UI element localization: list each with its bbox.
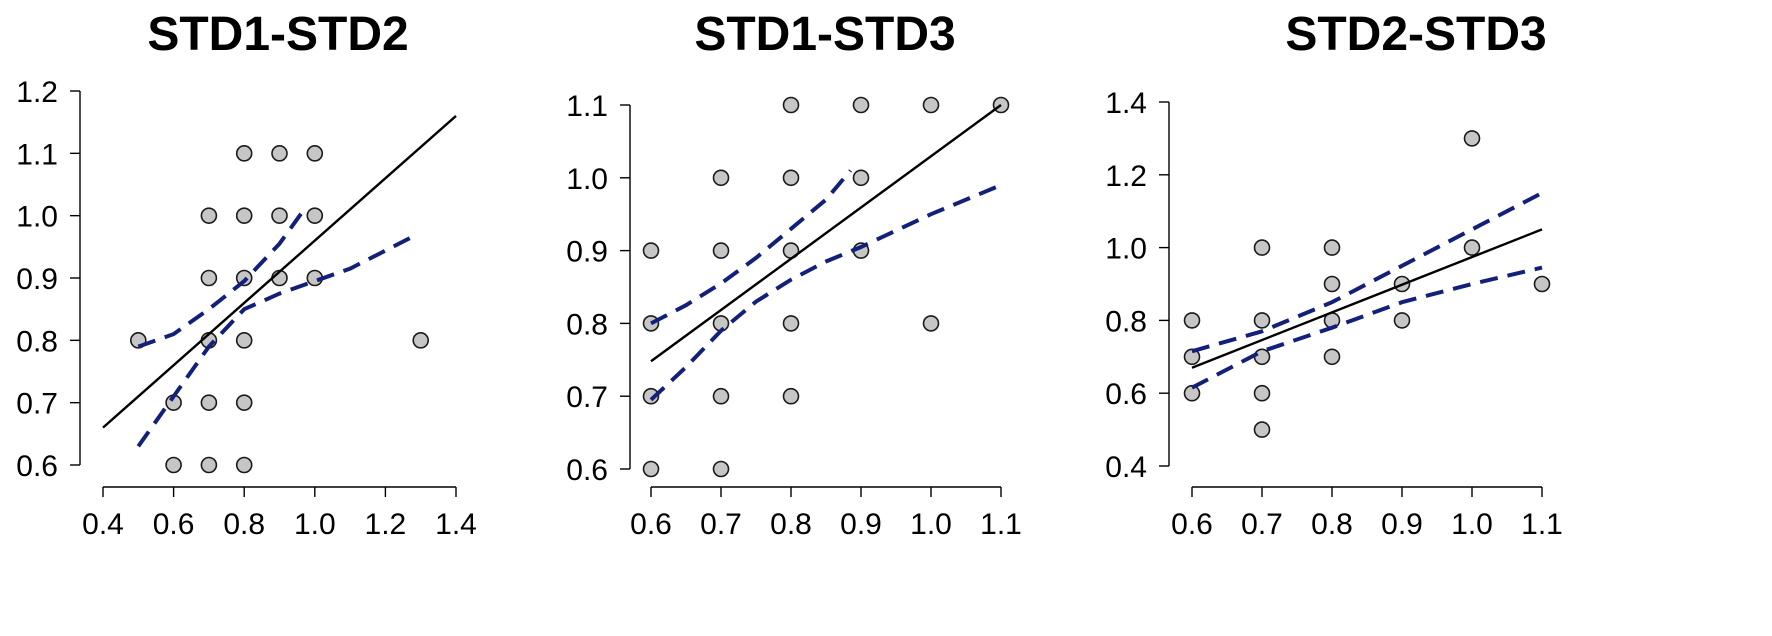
- panel-title: STD1-STD3: [694, 8, 955, 61]
- x-tick-label: 0.9: [1381, 508, 1423, 541]
- data-point: [235, 332, 253, 349]
- data-point: [1323, 348, 1341, 366]
- x-tick-label: 1.0: [294, 508, 336, 541]
- data-point: [782, 96, 800, 114]
- data-point: [1323, 239, 1341, 256]
- data-point: [200, 456, 218, 474]
- y-tick-label: 0.8: [16, 325, 58, 358]
- data-point: [235, 456, 253, 474]
- data-point: [922, 96, 940, 114]
- panel-std1-std3: STD1-STD3 0.6 0.7 0.8 0.9 1.0 1.1 0.6 0.7 0.8 0.9…: [566, 8, 1022, 541]
- data-point: [852, 96, 870, 114]
- data-point: [922, 315, 940, 332]
- regression-line: [102, 115, 457, 429]
- data-point: [782, 315, 800, 332]
- confidence-band-lower: [136, 232, 419, 448]
- confidence-band-lower: [649, 183, 1002, 402]
- data-point: [712, 169, 730, 187]
- data-point: [412, 332, 430, 349]
- panel-title: STD2-STD3: [1285, 8, 1546, 61]
- confidence-band-lower: [1191, 265, 1543, 390]
- data-point: [642, 387, 660, 405]
- x-tick-label: 0.6: [153, 508, 195, 541]
- y-tick-label: 0.6: [1105, 378, 1147, 411]
- data-point: [712, 460, 730, 478]
- x-tick-label: 0.4: [82, 508, 124, 541]
- data-point: [1323, 275, 1341, 293]
- x-tick-label: 0.7: [700, 508, 742, 541]
- y-tick-label: 0.8: [1105, 305, 1147, 338]
- data-point: [271, 207, 288, 224]
- y-tick-label: 0.9: [16, 263, 58, 296]
- data-point: [1533, 275, 1551, 293]
- data-point: [1253, 239, 1271, 256]
- panel-std1-std2: STD1-STD2 0.6 0.7 0.8 0.9 1.0 1.1 1.2 0.4 0.6 0.8…: [16, 8, 477, 541]
- data-point: [712, 242, 730, 259]
- y-tick-label: 1.2: [1105, 160, 1147, 193]
- x-tick-label: 1.1: [1521, 508, 1563, 541]
- data-point: [306, 207, 324, 224]
- data-point: [782, 387, 800, 405]
- x-tick-label: 0.8: [770, 508, 812, 541]
- x-tick-label: 0.8: [223, 508, 265, 541]
- data-point: [235, 207, 253, 224]
- x-tick-label: 1.0: [910, 508, 952, 541]
- data-point: [200, 394, 218, 411]
- confidence-band-upper: [1191, 191, 1543, 354]
- data-point: [852, 169, 870, 187]
- data-point: [165, 456, 182, 474]
- y-tick-label: 1.0: [16, 201, 58, 234]
- x-tick-label: 1.4: [435, 508, 477, 541]
- x-tick-label: 0.9: [840, 508, 882, 541]
- y-tick-label: 1.2: [16, 76, 58, 109]
- panel-title: STD1-STD2: [147, 8, 408, 61]
- data-point: [200, 269, 218, 287]
- data-point: [200, 207, 218, 224]
- data-point: [306, 145, 324, 162]
- x-tick-label: 0.6: [630, 508, 672, 541]
- data-point: [1253, 348, 1271, 366]
- data-point: [1183, 384, 1201, 402]
- data-point: [642, 460, 660, 478]
- y-tick-label: 1.4: [1105, 87, 1147, 120]
- data-point: [782, 169, 800, 187]
- data-point: [1463, 239, 1481, 256]
- data-point: [1253, 421, 1271, 438]
- data-point: [1183, 312, 1201, 329]
- data-point: [1253, 384, 1271, 402]
- y-tick-label: 1.1: [16, 138, 58, 171]
- x-tick-label: 0.8: [1311, 508, 1353, 541]
- y-tick-label: 1.0: [566, 163, 608, 196]
- x-tick-label: 1.1: [980, 508, 1022, 541]
- regression-line: [1191, 228, 1543, 369]
- y-tick-label: 0.4: [1105, 451, 1147, 484]
- panel-std2-std3: STD2-STD3 0.4 0.6 0.8 1.0 1.2 1.4 0.6 0.7 0.8 0.9…: [1105, 8, 1563, 541]
- data-point: [235, 394, 253, 411]
- y-tick-label: 1.1: [566, 90, 608, 123]
- y-tick-label: 0.8: [566, 308, 608, 341]
- x-tick-label: 1.0: [1451, 508, 1493, 541]
- y-tick-label: 0.9: [566, 236, 608, 269]
- data-point: [642, 242, 660, 259]
- y-tick-label: 0.6: [566, 454, 608, 487]
- y-tick-label: 1.0: [1105, 233, 1147, 266]
- y-tick-label: 0.6: [16, 450, 58, 483]
- data-point: [235, 145, 253, 162]
- x-tick-label: 0.7: [1241, 508, 1283, 541]
- confidence-band-upper: [137, 208, 306, 349]
- data-point: [271, 145, 288, 162]
- y-tick-label: 0.7: [16, 388, 58, 421]
- data-point: [1393, 312, 1411, 329]
- confidence-band-upper: [650, 169, 853, 326]
- y-tick-label: 0.7: [566, 381, 608, 414]
- data-point: [1463, 130, 1481, 147]
- x-tick-label: 0.6: [1171, 508, 1213, 541]
- x-tick-label: 1.2: [365, 508, 407, 541]
- regression-line: [650, 104, 1002, 363]
- data-point: [1253, 312, 1271, 329]
- data-point: [712, 387, 730, 405]
